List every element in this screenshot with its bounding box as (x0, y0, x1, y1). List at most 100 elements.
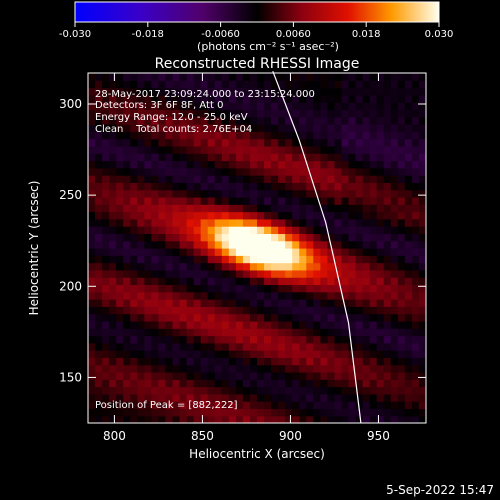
heatmap-cell (172, 116, 181, 125)
heatmap-cell (369, 153, 378, 162)
heatmap-cell (264, 233, 272, 242)
heatmap-cell (320, 145, 329, 154)
heatmap-cell (228, 109, 237, 118)
heatmap-cell (369, 102, 378, 111)
heatmap-cell (214, 138, 223, 147)
heatmap-cell (214, 415, 223, 423)
heatmap-cell (200, 116, 209, 125)
heatmap-cell (306, 80, 314, 89)
heatmap-cell (320, 255, 329, 264)
heatmap-cell (137, 109, 145, 118)
heatmap-cell (411, 204, 420, 213)
heatmap-cell (264, 182, 272, 191)
heatmap-cell (235, 364, 244, 373)
heatmap-cell (418, 284, 426, 293)
heatmap-cell (341, 145, 350, 154)
heatmap-cell (249, 386, 258, 395)
heatmap-cell (228, 364, 237, 373)
heatmap-cell (271, 94, 279, 103)
heatmap-cell (320, 189, 329, 198)
heatmap-cell (327, 233, 336, 242)
heatmap-cell (221, 357, 230, 366)
heatmap-cell (271, 371, 279, 380)
heatmap-cell (411, 80, 420, 89)
heatmap-cell (144, 364, 152, 373)
heatmap-cell (130, 335, 138, 344)
heatmap-cell (285, 255, 293, 264)
heatmap-cell (362, 386, 371, 395)
heatmap-cell (123, 350, 131, 358)
heatmap-cell (102, 350, 110, 358)
heatmap-cell (355, 240, 364, 249)
heatmap-cell (397, 284, 406, 293)
heatmap-cell (341, 189, 350, 198)
heatmap-cell (299, 357, 307, 366)
heatmap-cell (242, 262, 251, 271)
heatmap-cell (306, 109, 314, 118)
heatmap-cell (165, 226, 174, 235)
heatmap-cell (130, 357, 138, 366)
heatmap-cell (348, 335, 357, 344)
heatmap-cell (355, 160, 364, 169)
heatmap-cell (411, 313, 420, 322)
heatmap-cell (130, 248, 138, 256)
heatmap-cell (418, 145, 426, 154)
heatmap-cell (109, 73, 117, 81)
heatmap-cell (186, 335, 195, 344)
heatmap-cell (221, 277, 230, 286)
heatmap-cell (123, 393, 131, 402)
heatmap-cell (264, 175, 272, 183)
heatmap-cell (172, 175, 181, 183)
heatmap-cell (313, 386, 321, 395)
heatmap-cell (207, 262, 216, 271)
heatmap-cell (144, 320, 152, 329)
heatmap-cell (404, 299, 413, 307)
heatmap-cell (390, 124, 399, 132)
heatmap-cell (242, 357, 251, 366)
heatmap-cell (369, 408, 378, 417)
heatmap-cell (404, 160, 413, 169)
heatmap-cell (397, 211, 406, 220)
heatmap-cell (144, 248, 152, 256)
heatmap-cell (285, 102, 293, 111)
heatmap-cell (341, 73, 350, 81)
heatmap-cell (390, 80, 399, 89)
heatmap-cell (151, 284, 160, 293)
heatmap-cell (158, 313, 167, 322)
heatmap-cell (130, 269, 138, 278)
heatmap-cell (116, 379, 124, 388)
heatmap-cell (355, 226, 364, 235)
heatmap-cell (383, 109, 392, 118)
heatmap-cell (334, 255, 343, 264)
heatmap-cell (327, 80, 336, 89)
heatmap-cell (404, 109, 413, 118)
heatmap-cell (299, 408, 307, 417)
heatmap-cell (242, 153, 251, 162)
heatmap-cell (397, 277, 406, 286)
heatmap-cell (404, 408, 413, 417)
heatmap-cell (186, 167, 195, 176)
heatmap-cell (88, 204, 96, 213)
heatmap-cell (264, 211, 272, 220)
heatmap-cell (207, 102, 216, 111)
heatmap-cell (193, 240, 202, 249)
heatmap-cell (320, 306, 329, 315)
heatmap-cell (88, 87, 96, 96)
heatmap-cell (369, 320, 378, 329)
heatmap-cell (172, 102, 181, 111)
heatmap-cell (88, 131, 96, 140)
heatmap-cell (151, 189, 160, 198)
heatmap-cell (179, 313, 188, 322)
heatmap-cell (193, 350, 202, 358)
heatmap-cell (376, 204, 385, 213)
heatmap-cell (292, 211, 300, 220)
heatmap-cell (327, 386, 336, 395)
heatmap-cell (144, 371, 152, 380)
heatmap-cell (334, 299, 343, 307)
heatmap-cell (207, 328, 216, 337)
heatmap-cell (207, 291, 216, 300)
heatmap-cell (334, 226, 343, 235)
heatmap-cell (369, 291, 378, 300)
heatmap-cell (165, 94, 174, 103)
heatmap-cell (299, 277, 307, 286)
